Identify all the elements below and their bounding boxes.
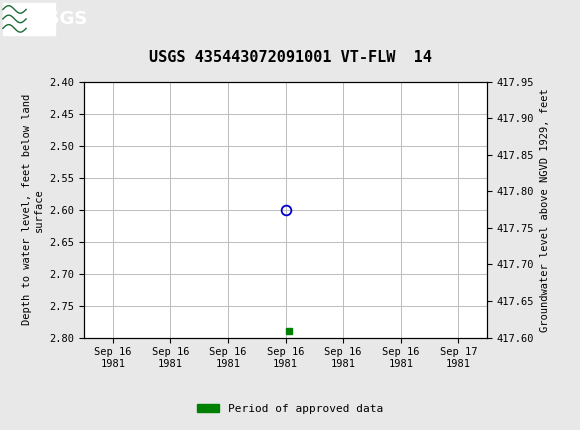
- Legend: Period of approved data: Period of approved data: [193, 399, 387, 418]
- Y-axis label: Groundwater level above NGVD 1929, feet: Groundwater level above NGVD 1929, feet: [540, 88, 550, 332]
- Bar: [3, 3, 55, 35]
- Y-axis label: Depth to water level, feet below land
surface: Depth to water level, feet below land su…: [22, 94, 44, 325]
- Text: USGS 435443072091001 VT-FLW  14: USGS 435443072091001 VT-FLW 14: [148, 49, 432, 64]
- Text: USGS: USGS: [32, 10, 87, 28]
